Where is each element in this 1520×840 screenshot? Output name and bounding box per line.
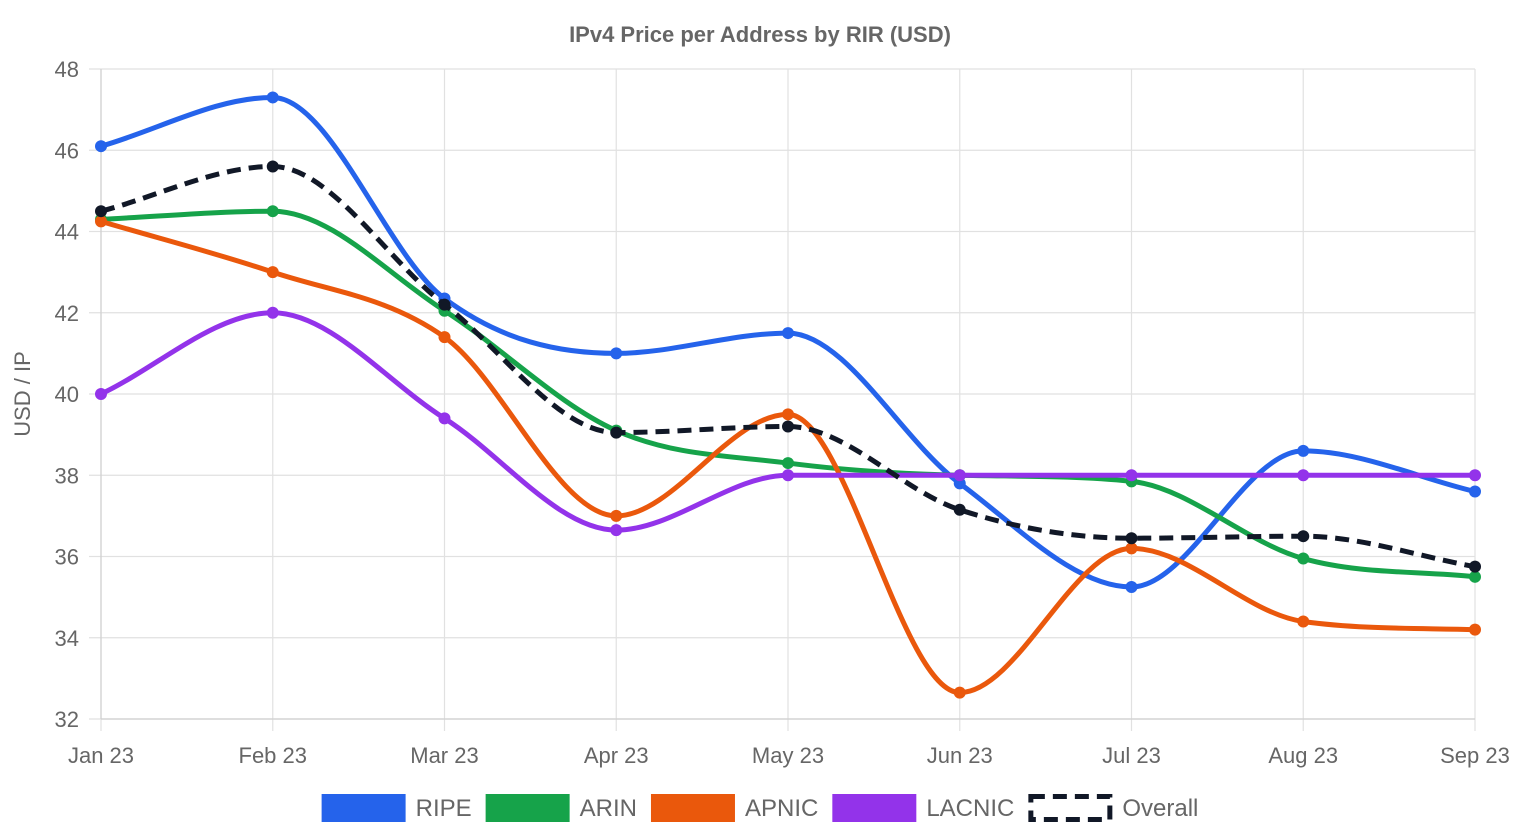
series-lacnic [95,306,1481,537]
legend-label-ripe: RIPE [416,795,472,822]
y-tick-label: 32 [55,707,79,732]
data-point-overall[interactable] [782,420,794,433]
data-point-ripe[interactable] [266,91,279,104]
data-point-ripe[interactable] [1125,580,1138,593]
data-point-ripe[interactable] [610,347,623,360]
x-tick-label: May 23 [752,743,824,768]
grid [89,68,1476,731]
data-point-overall[interactable] [438,298,451,311]
x-tick-label: Jan 23 [68,743,134,768]
data-point-lacnic[interactable] [953,469,966,482]
legend: RIPE ARIN APNIC LACNIC Overall [321,794,1199,822]
data-point-lacnic[interactable] [438,412,451,425]
data-point-ripe[interactable] [1297,444,1310,457]
legend-label-lacnic: LACNIC [926,795,1014,822]
series-apnic [95,215,1481,699]
legend-swatch-arin [485,794,570,822]
legend-label-arin: ARIN [580,795,637,822]
legend-label-apnic: APNIC [745,795,818,822]
data-point-arin[interactable] [1469,570,1481,583]
data-point-lacnic[interactable] [1125,469,1138,482]
data-point-apnic[interactable] [1297,615,1310,628]
x-tick-label: Jun 23 [927,743,993,768]
y-tick-label: 44 [55,220,79,245]
data-point-ripe[interactable] [782,327,794,340]
series-line-apnic [100,218,1476,696]
x-axis-ticks: Jan 23 Feb 23 Mar 23 Apr 23 May 23 Jun 23 Jul … [68,743,1510,768]
x-tick-label: Sep 23 [1440,743,1510,768]
data-point-overall[interactable] [95,205,107,218]
data-point-ripe[interactable] [1469,485,1481,498]
legend-item-ripe[interactable]: RIPE [321,794,472,822]
data-point-lacnic[interactable] [1469,469,1481,482]
data-point-overall[interactable] [610,426,623,439]
legend-item-overall[interactable]: Overall [1028,794,1199,822]
data-point-apnic[interactable] [1125,542,1138,555]
data-point-lacnic[interactable] [782,469,794,482]
data-point-overall[interactable] [1125,532,1138,545]
legend-item-lacnic[interactable]: LACNIC [832,794,1014,822]
data-point-arin[interactable] [1297,552,1310,565]
series-lines [95,91,1481,699]
data-point-apnic[interactable] [438,331,451,344]
x-tick-label: Aug 23 [1268,743,1338,768]
y-tick-label: 46 [55,138,79,163]
data-point-ripe[interactable] [95,140,107,153]
data-point-apnic[interactable] [95,215,107,228]
y-tick-label: 48 [55,57,79,82]
y-tick-label: 36 [55,545,79,570]
data-point-apnic[interactable] [782,408,794,421]
y-tick-label: 38 [55,463,79,488]
x-tick-label: Feb 23 [239,743,308,768]
x-tick-label: Jul 23 [1102,743,1161,768]
y-tick-label: 34 [55,626,79,651]
data-point-apnic[interactable] [266,266,279,279]
series-line-lacnic [99,310,1475,533]
legend-swatch-apnic [650,794,735,822]
x-tick-label: Mar 23 [410,743,478,768]
data-point-apnic[interactable] [1469,623,1481,636]
y-axis-ticks: 32 34 36 38 40 42 44 46 48 [55,57,79,732]
data-point-arin[interactable] [782,457,794,470]
data-point-overall[interactable] [266,160,279,173]
y-tick-label: 42 [55,301,79,326]
data-point-lacnic[interactable] [610,524,623,537]
legend-swatch-overall [1028,794,1113,822]
data-point-overall[interactable] [1297,530,1310,543]
legend-label-overall: Overall [1122,795,1198,822]
data-point-apnic[interactable] [610,509,623,522]
data-point-overall[interactable] [953,503,966,516]
legend-swatch-ripe [321,794,406,822]
legend-item-apnic[interactable]: APNIC [650,794,818,822]
series-overall [95,160,1481,573]
data-point-lacnic[interactable] [1297,469,1310,482]
legend-item-arin[interactable]: ARIN [485,794,637,822]
data-point-lacnic[interactable] [95,388,107,400]
data-point-arin[interactable] [266,205,279,218]
y-axis-title: USD / IP [10,351,35,437]
x-tick-label: Apr 23 [584,743,649,768]
chart-title: IPv4 Price per Address by RIR (USD) [569,22,951,47]
data-point-overall[interactable] [1469,560,1481,573]
data-point-lacnic[interactable] [266,306,279,319]
y-tick-label: 40 [55,382,79,407]
legend-swatch-lacnic [832,794,917,822]
data-point-apnic[interactable] [953,686,966,699]
